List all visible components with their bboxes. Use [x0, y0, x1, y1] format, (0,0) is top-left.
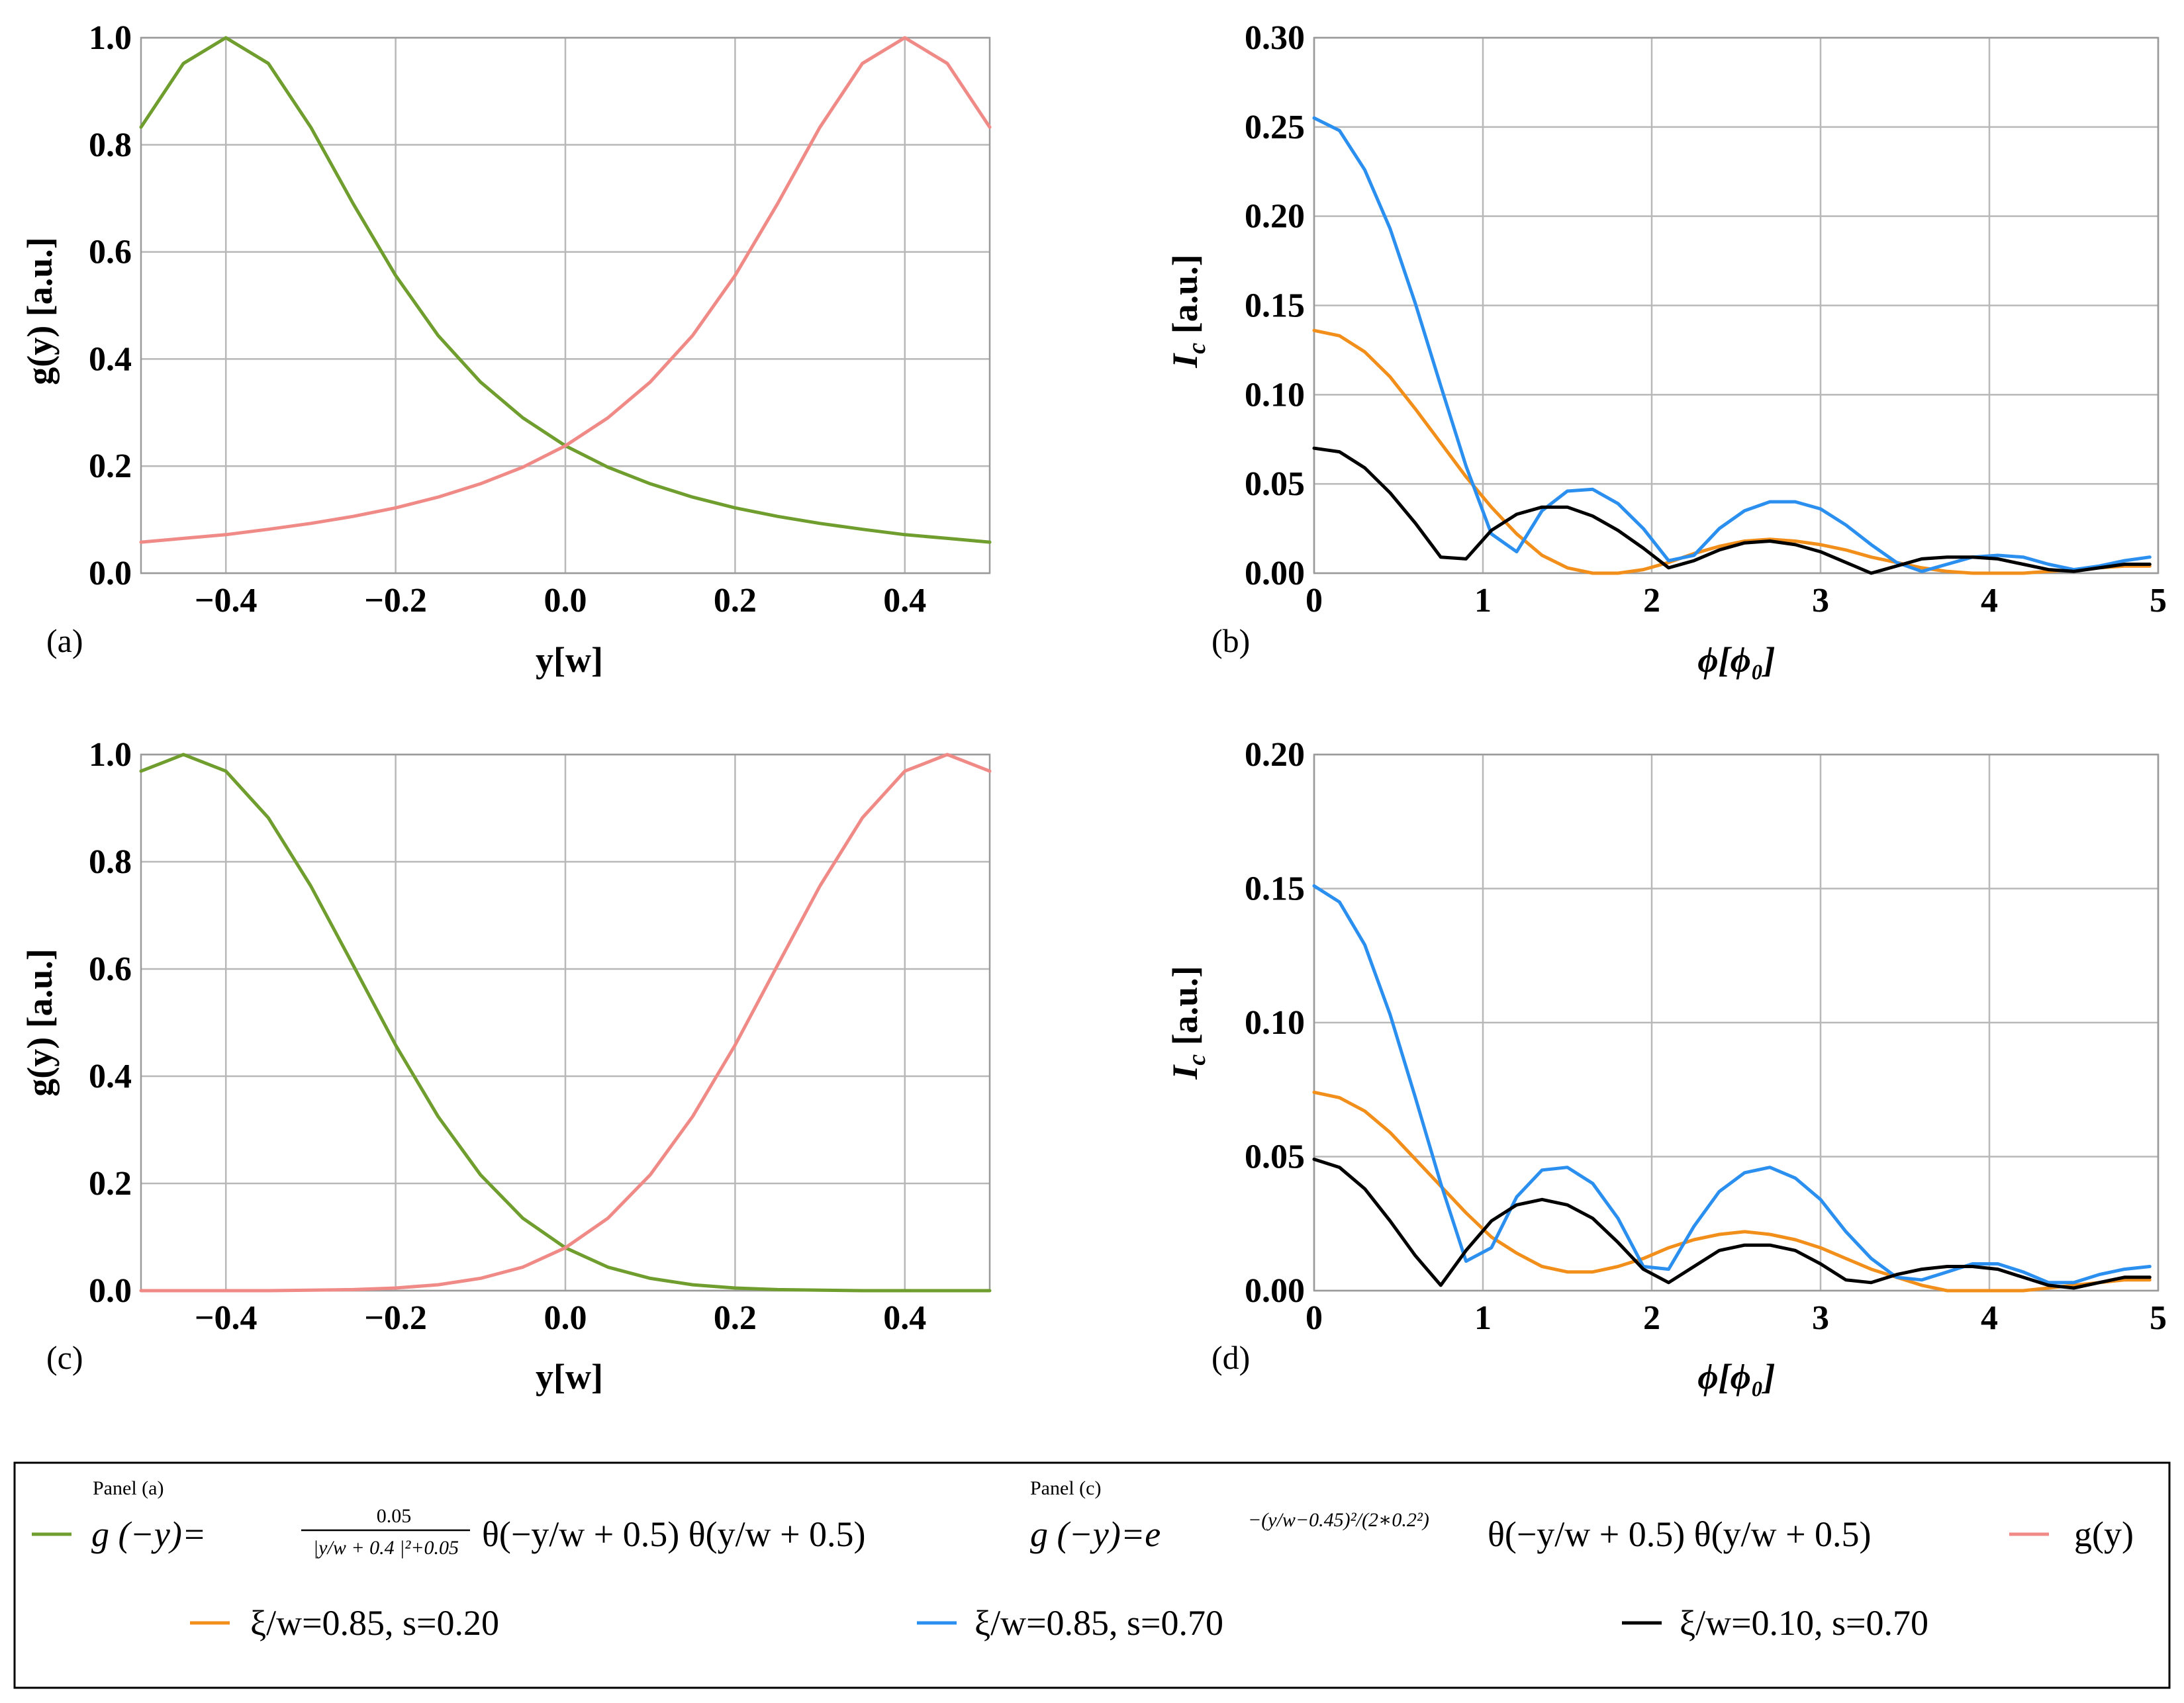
c-xtick-label: −0.2 [364, 1299, 427, 1337]
d-series-line-2 [1312, 1158, 2152, 1290]
d-xtick-label: 0 [1306, 1299, 1323, 1337]
legend-panel-c-caption: Panel (c) [1030, 1477, 1101, 1499]
a-ytick-label: 0.8 [89, 126, 132, 164]
b-ytick-label: 0.10 [1245, 376, 1305, 414]
b-xtick-label: 2 [1643, 582, 1660, 620]
legend-gy-label: g(y) [2074, 1514, 2134, 1554]
panel-a-label: (a) [46, 622, 83, 659]
legend-series1-label: ξ/w=0.85, s=0.20 [250, 1603, 499, 1643]
b-ytick-label: 0.30 [1245, 19, 1305, 57]
svg-text:Ic [a.u.]: Ic [a.u.] [1165, 966, 1211, 1080]
d-xtick-label: 3 [1812, 1299, 1829, 1337]
d-ytick-label: 0.20 [1245, 736, 1305, 774]
a-ytick-label: 0.4 [89, 340, 132, 378]
panel-b-xlabel: ϕ[ϕ₀] [1697, 640, 1775, 680]
svg-text:Ic [a.u.]: Ic [a.u.] [1165, 254, 1211, 368]
c-ytick-label: 1.0 [89, 736, 132, 774]
c-ytick-label: 0.0 [89, 1272, 132, 1310]
legend-series3-label: ξ/w=0.10, s=0.70 [1680, 1603, 1928, 1643]
b-grid [1313, 36, 2160, 575]
b-ytick-label: 0.15 [1245, 287, 1305, 325]
c-ytick-label: 0.2 [89, 1165, 132, 1203]
legend-panel-a-caption: Panel (a) [93, 1477, 164, 1499]
b-series-line-1 [1312, 116, 2152, 573]
panel-b: (b) ϕ[ϕ₀] Ic [a.u.] 0 1 2 3 4 5 0.00 0.05 0.10 0.… [1165, 19, 2167, 680]
legend-panel-c-lhs: g (−y)=e [1030, 1514, 1161, 1554]
panel-b-label: (b) [1211, 622, 1250, 659]
panel-a: (a) y[w] g(y) [a.u.] −0.4 −0.2 0.0 0.2 0.4 0.… [20, 19, 992, 680]
d-xtick-label: 4 [1981, 1299, 1998, 1337]
a-ytick-label: 0.6 [89, 234, 132, 271]
panel-c: (c) y[w] g(y) [a.u.] −0.4 −0.2 0.0 0.2 0.4 0.… [20, 736, 992, 1397]
panel-b-ylabel: Ic [a.u.] [1165, 254, 1211, 368]
legend-panel-a-numerator: 0.05 [377, 1505, 412, 1527]
d-xtick-label: 1 [1474, 1299, 1492, 1337]
legend-panel-a-denominator: |y/w + 0.4 |²+0.05 [313, 1537, 459, 1559]
d-xtick-label: 5 [2150, 1299, 2167, 1337]
d-ytick-label: 0.00 [1245, 1272, 1305, 1310]
panel-d-label: (d) [1211, 1339, 1250, 1376]
b-xtick-label: 3 [1812, 582, 1829, 620]
b-xtick-label: 5 [2150, 582, 2167, 620]
a-xtick-label: −0.2 [364, 582, 427, 620]
b-xtick-label: 1 [1474, 582, 1492, 620]
b-series-line-2 [1312, 446, 2152, 575]
c-ytick-label: 0.4 [89, 1058, 132, 1095]
panel-a-xlabel: y[w] [536, 640, 603, 680]
a-plot-frame [140, 36, 991, 575]
d-series-line-0 [1312, 1090, 2152, 1293]
panel-c-ylabel: g(y) [a.u.] [20, 948, 60, 1096]
a-grid [141, 36, 990, 575]
c-xtick-label: 0.2 [714, 1299, 757, 1337]
a-ytick-label: 0.2 [89, 447, 132, 485]
panel-d-ylabel: Ic [a.u.] [1165, 966, 1211, 1080]
a-ytick-label: 1.0 [89, 19, 132, 57]
panel-d-xlabel: ϕ[ϕ₀] [1697, 1357, 1775, 1397]
c-xtick-label: 0.4 [883, 1299, 926, 1337]
legend-series2-label: ξ/w=0.85, s=0.70 [974, 1603, 1223, 1643]
b-plot-frame [1313, 36, 2160, 575]
d-plot-frame [1313, 753, 2160, 1292]
d-grid [1313, 753, 2160, 1292]
b-ytick-label: 0.05 [1245, 465, 1305, 503]
panel-c-xlabel: y[w] [536, 1357, 603, 1397]
c-grid [141, 753, 990, 1292]
c-plot-frame [140, 753, 991, 1292]
legend-panel-a-tail: θ(−y/w + 0.5) θ(y/w + 0.5) [482, 1514, 866, 1554]
b-ytick-label: 0.20 [1245, 198, 1305, 236]
a-xtick-label: 0.0 [544, 582, 587, 620]
panel-c-label: (c) [46, 1339, 83, 1376]
c-ytick-label: 0.6 [89, 950, 132, 988]
legend-frame [13, 1461, 2171, 1689]
d-ytick-label: 0.05 [1245, 1138, 1305, 1176]
a-xtick-label: −0.4 [195, 582, 258, 620]
legend-panel-c-exponent: −(y/w−0.45)²/(2∗0.2²) [1248, 1509, 1429, 1531]
c-xtick-label: −0.4 [195, 1299, 258, 1337]
legend-panel-a-lhs: g (−y)= [91, 1514, 206, 1554]
legend: Panel (a) g (−y)= 0.05 |y/w + 0.4 |²+0.0… [13, 1461, 2171, 1689]
d-ytick-label: 0.15 [1245, 870, 1305, 908]
d-series-line-1 [1312, 884, 2152, 1285]
a-series-line-1 [139, 36, 992, 544]
b-xtick-label: 4 [1981, 582, 1998, 620]
b-xtick-label: 0 [1306, 582, 1323, 620]
a-xtick-label: 0.4 [883, 582, 926, 620]
panel-a-ylabel: g(y) [a.u.] [20, 237, 60, 385]
a-ytick-label: 0.0 [89, 555, 132, 592]
b-ytick-label: 0.00 [1245, 555, 1305, 592]
panel-d: (d) ϕ[ϕ₀] Ic [a.u.] 0 1 2 3 4 5 0.00 0.05 0.10 0.… [1165, 736, 2167, 1397]
d-ytick-label: 0.10 [1245, 1004, 1305, 1042]
b-ytick-label: 0.25 [1245, 109, 1305, 146]
legend-panel-c-tail: θ(−y/w + 0.5) θ(y/w + 0.5) [1488, 1514, 1872, 1554]
c-series-line-1 [139, 753, 992, 1293]
d-xtick-label: 2 [1643, 1299, 1660, 1337]
c-ytick-label: 0.8 [89, 843, 132, 881]
c-xtick-label: 0.0 [544, 1299, 587, 1337]
a-xtick-label: 0.2 [714, 582, 757, 620]
b-series-line-0 [1312, 328, 2152, 575]
